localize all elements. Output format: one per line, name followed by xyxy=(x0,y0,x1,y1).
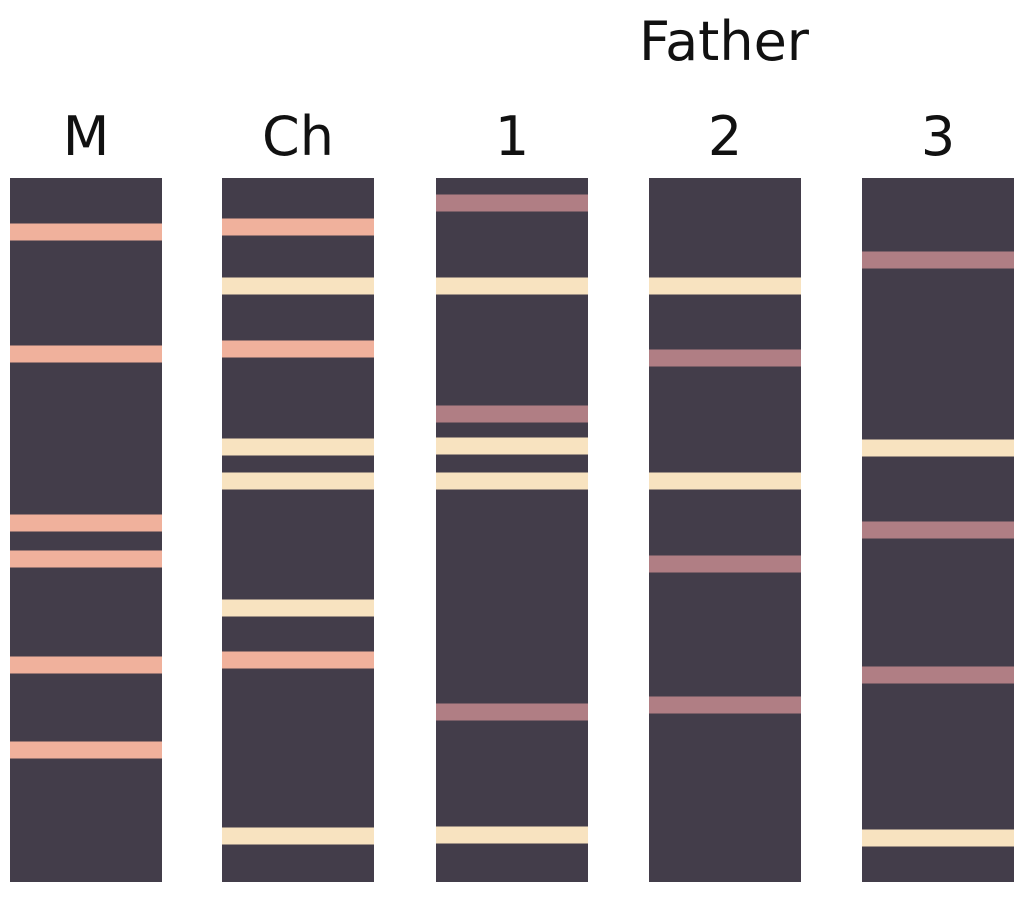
lane-label: M xyxy=(63,105,110,168)
lane-label: 1 xyxy=(495,105,529,168)
band xyxy=(436,703,588,721)
band xyxy=(222,827,374,845)
band xyxy=(649,277,801,295)
band xyxy=(222,438,374,456)
band xyxy=(862,251,1014,269)
band xyxy=(436,437,588,455)
lane-label: Ch xyxy=(262,105,334,168)
band xyxy=(649,696,801,714)
band xyxy=(649,472,801,490)
band xyxy=(10,656,162,674)
band xyxy=(10,550,162,568)
band xyxy=(10,345,162,363)
band xyxy=(222,218,374,236)
band xyxy=(222,651,374,669)
band xyxy=(222,340,374,358)
lane-label: 2 xyxy=(708,105,742,168)
band xyxy=(436,194,588,212)
band xyxy=(10,741,162,759)
lane xyxy=(222,178,374,882)
band xyxy=(222,599,374,617)
band xyxy=(649,555,801,573)
band xyxy=(649,349,801,367)
band xyxy=(862,439,1014,457)
band xyxy=(10,514,162,532)
lane-label: 3 xyxy=(921,105,955,168)
band xyxy=(436,405,588,423)
band xyxy=(222,277,374,295)
band xyxy=(436,826,588,844)
band xyxy=(862,521,1014,539)
lane xyxy=(436,178,588,882)
band xyxy=(10,223,162,241)
lane xyxy=(649,178,801,882)
band xyxy=(436,277,588,295)
band xyxy=(862,666,1014,684)
band xyxy=(222,472,374,490)
band xyxy=(862,829,1014,847)
band xyxy=(436,472,588,490)
father-title: Father xyxy=(639,10,810,73)
